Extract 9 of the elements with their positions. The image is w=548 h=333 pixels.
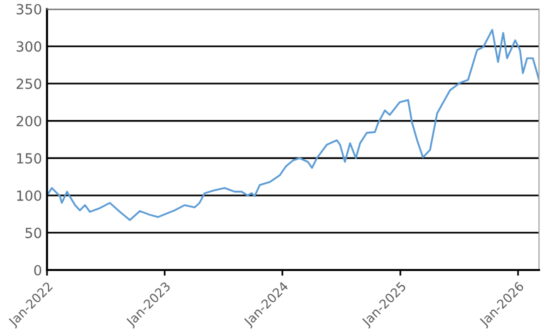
y-tick-label: 200 — [16, 116, 42, 126]
y-tick-label: 300 — [16, 41, 42, 52]
y-tick-label: 350 — [16, 4, 42, 14]
y-tick-label: 250 — [16, 78, 42, 90]
y-tick-label: 0 — [34, 264, 42, 276]
y-tick-label: 150 — [17, 153, 42, 164]
line-series — [47, 28, 539, 221]
y-tick-label: 50 — [26, 228, 42, 238]
y-tick-label: 100 — [17, 190, 42, 201]
